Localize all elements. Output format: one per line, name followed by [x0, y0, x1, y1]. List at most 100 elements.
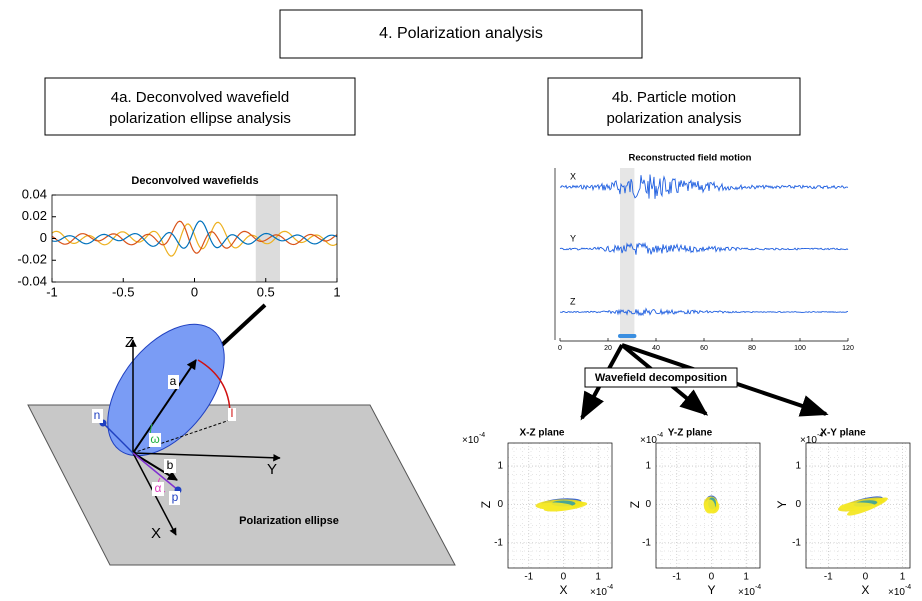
chart-title: Reconstructed field motion — [629, 153, 752, 164]
x-axis-label: Y — [707, 583, 715, 597]
exponent-base: ×10 — [590, 587, 607, 598]
y-tick-label: -0.04 — [17, 273, 47, 288]
x-tick-label: 1 — [900, 572, 906, 583]
l-line — [132, 419, 231, 454]
y-tick-label: 0 — [795, 499, 801, 510]
exponent-power: -4 — [607, 584, 613, 591]
label-p: p — [172, 490, 179, 504]
n-line — [102, 422, 134, 454]
panel-b-title: polarization analysis — [606, 110, 741, 127]
x-tick-label: 0.5 — [257, 284, 275, 299]
trace — [559, 241, 849, 255]
y-tick-label: 1 — [645, 461, 651, 472]
x-tick-label: 1 — [333, 284, 340, 299]
axis-exponent: ×10-4 — [462, 432, 485, 446]
y-axis-label: Z — [628, 501, 642, 508]
axis-label: Y — [267, 461, 277, 478]
x-tick-label: 40 — [652, 345, 660, 352]
x-tick-label: 0 — [558, 345, 562, 352]
x-tick-label: -0.5 — [112, 284, 134, 299]
x-tick-label: 120 — [842, 345, 854, 352]
y-axis — [132, 452, 281, 462]
a-vector — [132, 359, 197, 454]
exponent-base: ×10 — [800, 435, 817, 446]
highlight — [620, 168, 635, 340]
y-tick-label: 1 — [795, 461, 801, 472]
label-a: a — [170, 374, 177, 388]
x-tick-label: -1 — [46, 284, 58, 299]
plot-frame — [507, 442, 613, 569]
axis-label: X — [151, 525, 161, 542]
x-tick-label: 100 — [794, 345, 806, 352]
x-tick-label: -1 — [672, 572, 681, 583]
label-bg — [168, 375, 179, 389]
y-tick-label: -0.02 — [17, 252, 47, 267]
axis-exponent: ×10-4 — [738, 584, 761, 598]
y-axis-label: Y — [775, 501, 789, 509]
label-bg — [169, 491, 180, 505]
trace-label: Z — [570, 296, 576, 306]
y-tick-label: -1 — [494, 538, 503, 549]
label-n: n — [94, 408, 101, 422]
label-omega: ω — [150, 432, 159, 446]
decomposition-label: Wavefield decomposition — [595, 372, 728, 384]
panel-b-box — [547, 77, 801, 136]
panel-a-box — [44, 77, 356, 136]
exponent-power: -4 — [905, 584, 911, 591]
exponent-base: ×10 — [640, 435, 657, 446]
header-title: 4. Polarization analysis — [379, 25, 543, 42]
wave — [51, 220, 338, 254]
plot-frame — [805, 442, 911, 569]
ellipse-diagram: Z Y X a b n l p ω α Polarization ellipse — [27, 323, 456, 566]
axis-label: Z — [125, 334, 134, 351]
trace — [560, 307, 848, 317]
y-tick-label: 0 — [40, 230, 47, 245]
x-tick-label: 0 — [191, 284, 198, 299]
x-tick-label: 0 — [709, 572, 715, 583]
label-bg — [149, 433, 161, 447]
diagram-caption: Polarization ellipse — [239, 515, 339, 527]
particle-motion — [839, 502, 876, 511]
label-bg — [228, 408, 236, 421]
panel-b-title: 4b. Particle motion — [612, 89, 736, 106]
x-axis-label: X — [861, 583, 869, 597]
x-tick-label: 60 — [700, 345, 708, 352]
label-bg — [92, 409, 103, 423]
header-box — [279, 9, 643, 59]
axis-exponent: ×10-4 — [888, 584, 911, 598]
panel-a-title: 4a. Deconvolved wavefield — [111, 89, 289, 106]
x-axis-label: X — [559, 583, 567, 597]
label-bg — [152, 482, 164, 496]
plot-title: Y-Z plane — [668, 428, 713, 439]
exponent-power: -4 — [817, 432, 823, 439]
label-bg — [164, 459, 176, 473]
exponent-base: ×10 — [462, 435, 479, 446]
y-tick-label: 0.02 — [22, 208, 47, 223]
exponent-power: -4 — [479, 432, 485, 439]
trace — [559, 174, 849, 199]
plot-title: X-Y plane — [820, 428, 866, 439]
x-tick-label: -1 — [524, 572, 533, 583]
particle-motion — [537, 502, 574, 511]
plot-title: X-Z plane — [519, 428, 564, 439]
y-tick-label: 0.04 — [22, 186, 47, 201]
ellipse — [107, 323, 225, 457]
particle-motion — [704, 499, 716, 514]
exponent-power: -4 — [657, 432, 663, 439]
window-bar — [618, 334, 637, 338]
trace-label: Y — [570, 233, 576, 243]
x-tick-label: 20 — [604, 345, 612, 352]
x-tick-label: 80 — [748, 345, 756, 352]
exponent-base: ×10 — [888, 587, 905, 598]
x-tick-label: 1 — [595, 572, 601, 583]
wave — [51, 221, 338, 257]
y-tick-label: 1 — [497, 461, 503, 472]
y-tick-label: 0 — [497, 499, 503, 510]
decomposition-box — [584, 367, 738, 388]
label-b: b — [167, 458, 174, 472]
x-tick-label: 1 — [743, 572, 749, 583]
axis-exponent: ×10-4 — [590, 584, 613, 598]
exponent-base: ×10 — [738, 587, 755, 598]
y-tick-label: -1 — [792, 538, 801, 549]
